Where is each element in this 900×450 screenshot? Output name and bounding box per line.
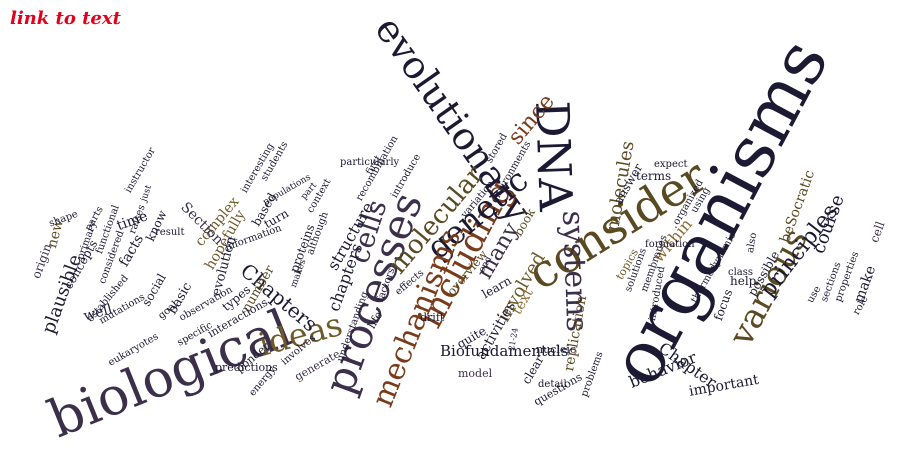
cloud-word: model <box>458 367 493 380</box>
cloud-word: nucleic <box>536 343 577 356</box>
cloud-word: terms <box>636 169 672 183</box>
cloud-word: just <box>139 183 155 204</box>
cloud-word: predictions <box>215 361 278 374</box>
cloud-word: formation <box>645 239 695 250</box>
cloud-word: result <box>155 227 185 238</box>
cloud-word: problems <box>579 350 606 399</box>
cloud-word: also <box>745 231 760 254</box>
cloud-word: expect <box>654 159 688 170</box>
cloud-word: detail <box>538 379 567 390</box>
cloud-word: Biofundamentals <box>440 342 569 360</box>
word-cloud: organisms consider evolutionary biological D… <box>29 8 888 450</box>
cloud-word: class <box>728 267 754 278</box>
cloud-word: particularly <box>340 157 400 168</box>
cloud-word: help <box>730 274 757 288</box>
cloud-word: drift <box>420 311 445 324</box>
cloud-word: origin <box>29 241 55 281</box>
link-to-text[interactable]: link to text <box>10 8 121 29</box>
cloud-word: cell <box>867 219 888 245</box>
